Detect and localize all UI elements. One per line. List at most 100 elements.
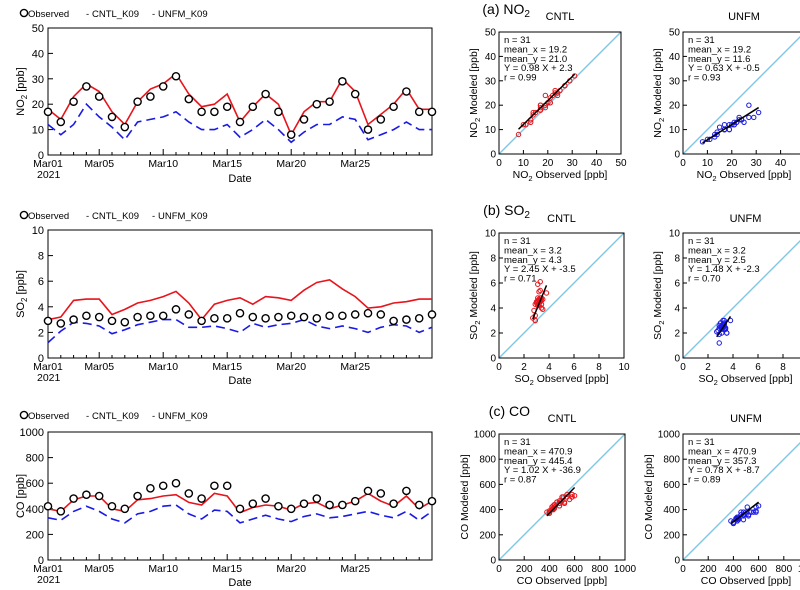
y-axis-label-rest: Modeled [ppb] (652, 48, 664, 118)
y-tick-label: 10 (32, 225, 44, 237)
scatter-point (543, 290, 550, 296)
scatter-point (561, 499, 568, 505)
series-unfm_k09 (47, 102, 432, 144)
panel-title-base: (b) SO (483, 202, 524, 218)
x-axis-label-base: CO (517, 575, 533, 587)
observed-point (235, 308, 245, 318)
observed-point (133, 97, 142, 106)
legend-unfm-dash: - (152, 211, 155, 222)
observed-point (184, 310, 194, 319)
observed-point (184, 489, 194, 498)
observed-point (350, 89, 360, 99)
x-tick-label: Mar15 (212, 563, 242, 575)
observed-point (363, 125, 373, 134)
stats-line: r = 0.93 (688, 73, 720, 84)
y-axis-label-base: SO (652, 325, 664, 340)
observed-point (146, 311, 155, 321)
x-axis-label: Date (228, 577, 251, 589)
y-tick-label: 8 (674, 254, 680, 265)
x-tick-label: Mar05 (84, 361, 114, 373)
stats-line: mean_y = 445.4 (504, 456, 572, 467)
y-tick-label: 1000 (20, 427, 44, 439)
x-tick-label: 10 (518, 158, 530, 169)
plot-frame (47, 27, 433, 156)
reference-1to1-line (682, 442, 800, 561)
panel-title: (a) NO2 (482, 1, 530, 20)
y-tick-label: 2 (674, 329, 680, 340)
y-tick-label: 40 (485, 52, 497, 63)
scatter-point (542, 104, 549, 111)
x-tick-label: 1000 (798, 564, 800, 575)
stats-line: mean_y = 2.5 (688, 255, 746, 266)
y-tick-label: 400 (663, 505, 680, 516)
observed-point (402, 315, 411, 324)
legend-obs-label: Observed (28, 411, 69, 422)
x-axis-label: NO2 Observed [ppb] (513, 169, 608, 183)
observed-point (107, 501, 117, 511)
legend-obs-marker (19, 210, 29, 220)
stats-line: n = 31 (688, 236, 715, 247)
x-tick-label: Mar05 (84, 563, 114, 575)
x-tick-label: 10 (618, 362, 630, 373)
observed-point (414, 314, 424, 323)
y-tick-label: 8 (38, 251, 44, 263)
x-tick-label: 20 (726, 158, 738, 169)
observed-point (184, 94, 194, 104)
observed-point (197, 107, 206, 117)
x-tick-label: 200 (700, 564, 717, 575)
x-tick-label: Mar20 (276, 563, 306, 575)
x-axis-label-rest: Observed [ppb] (717, 575, 792, 587)
stats-line: Y = 0.63 X + -0.5 (688, 63, 760, 74)
x-tick-label: 600 (566, 564, 583, 575)
y-tick-label: 4 (38, 302, 44, 314)
reference-1to1-line (682, 36, 800, 155)
x-tick-label: 0 (680, 362, 686, 373)
reference-1to1-line (498, 232, 625, 359)
panel-title-base: (a) NO (482, 1, 524, 17)
scatter-point (569, 491, 575, 498)
x-tick-label: 0 (680, 564, 686, 575)
y-tick-label: 10 (669, 125, 681, 136)
observed-point (158, 311, 168, 321)
y-tick-label: 40 (32, 48, 44, 60)
x-tick-label: 0 (496, 158, 502, 169)
x-tick-label: 2 (705, 362, 711, 373)
scatter-point (738, 509, 744, 515)
observed-point (376, 489, 386, 498)
scatter-point (721, 122, 728, 128)
observed-point (210, 314, 219, 323)
x-tick-label: 4 (730, 362, 736, 373)
stats-line: r = 0.87 (504, 475, 536, 486)
x-axis-label: SO2 Observed [ppb] (698, 373, 792, 387)
y-tick-label: 50 (485, 28, 497, 39)
x-tick-label: Mar01 (33, 158, 63, 170)
x-tick-label: Mar15 (212, 158, 242, 170)
y-tick-label: 1000 (658, 430, 681, 441)
y-tick-label: 800 (479, 455, 496, 466)
scatter-point (724, 330, 730, 336)
panel-2-unfm-scatter: UNFM00224466881010SO2 Observed [ppb]SO2 … (652, 213, 800, 387)
y-axis-label-base: CO (643, 524, 655, 540)
y-tick-label: 10 (669, 229, 681, 240)
x-tick-label: 30 (751, 158, 763, 169)
x-axis-label-base: NO (697, 169, 713, 181)
observed-point (312, 494, 322, 503)
observed-point (325, 500, 334, 510)
y-axis-label: SO2 Modeled [ppb] (468, 251, 482, 340)
observed-point (414, 107, 424, 117)
observed-point (107, 112, 117, 122)
observed-point (43, 107, 53, 117)
scatter-point (746, 114, 752, 121)
y-axis-label-rest: Modeled [ppb] (459, 454, 471, 524)
observed-point (107, 316, 117, 326)
scatter-frame (682, 232, 800, 359)
observed-point (82, 490, 91, 500)
scatter-title: CNTL (548, 413, 577, 425)
y-axis-label-base: NO (652, 122, 664, 138)
observed-point (248, 102, 258, 112)
y-tick-label: 200 (479, 530, 496, 541)
x-tick-label: 200 (516, 564, 533, 575)
observed-point (248, 499, 258, 508)
